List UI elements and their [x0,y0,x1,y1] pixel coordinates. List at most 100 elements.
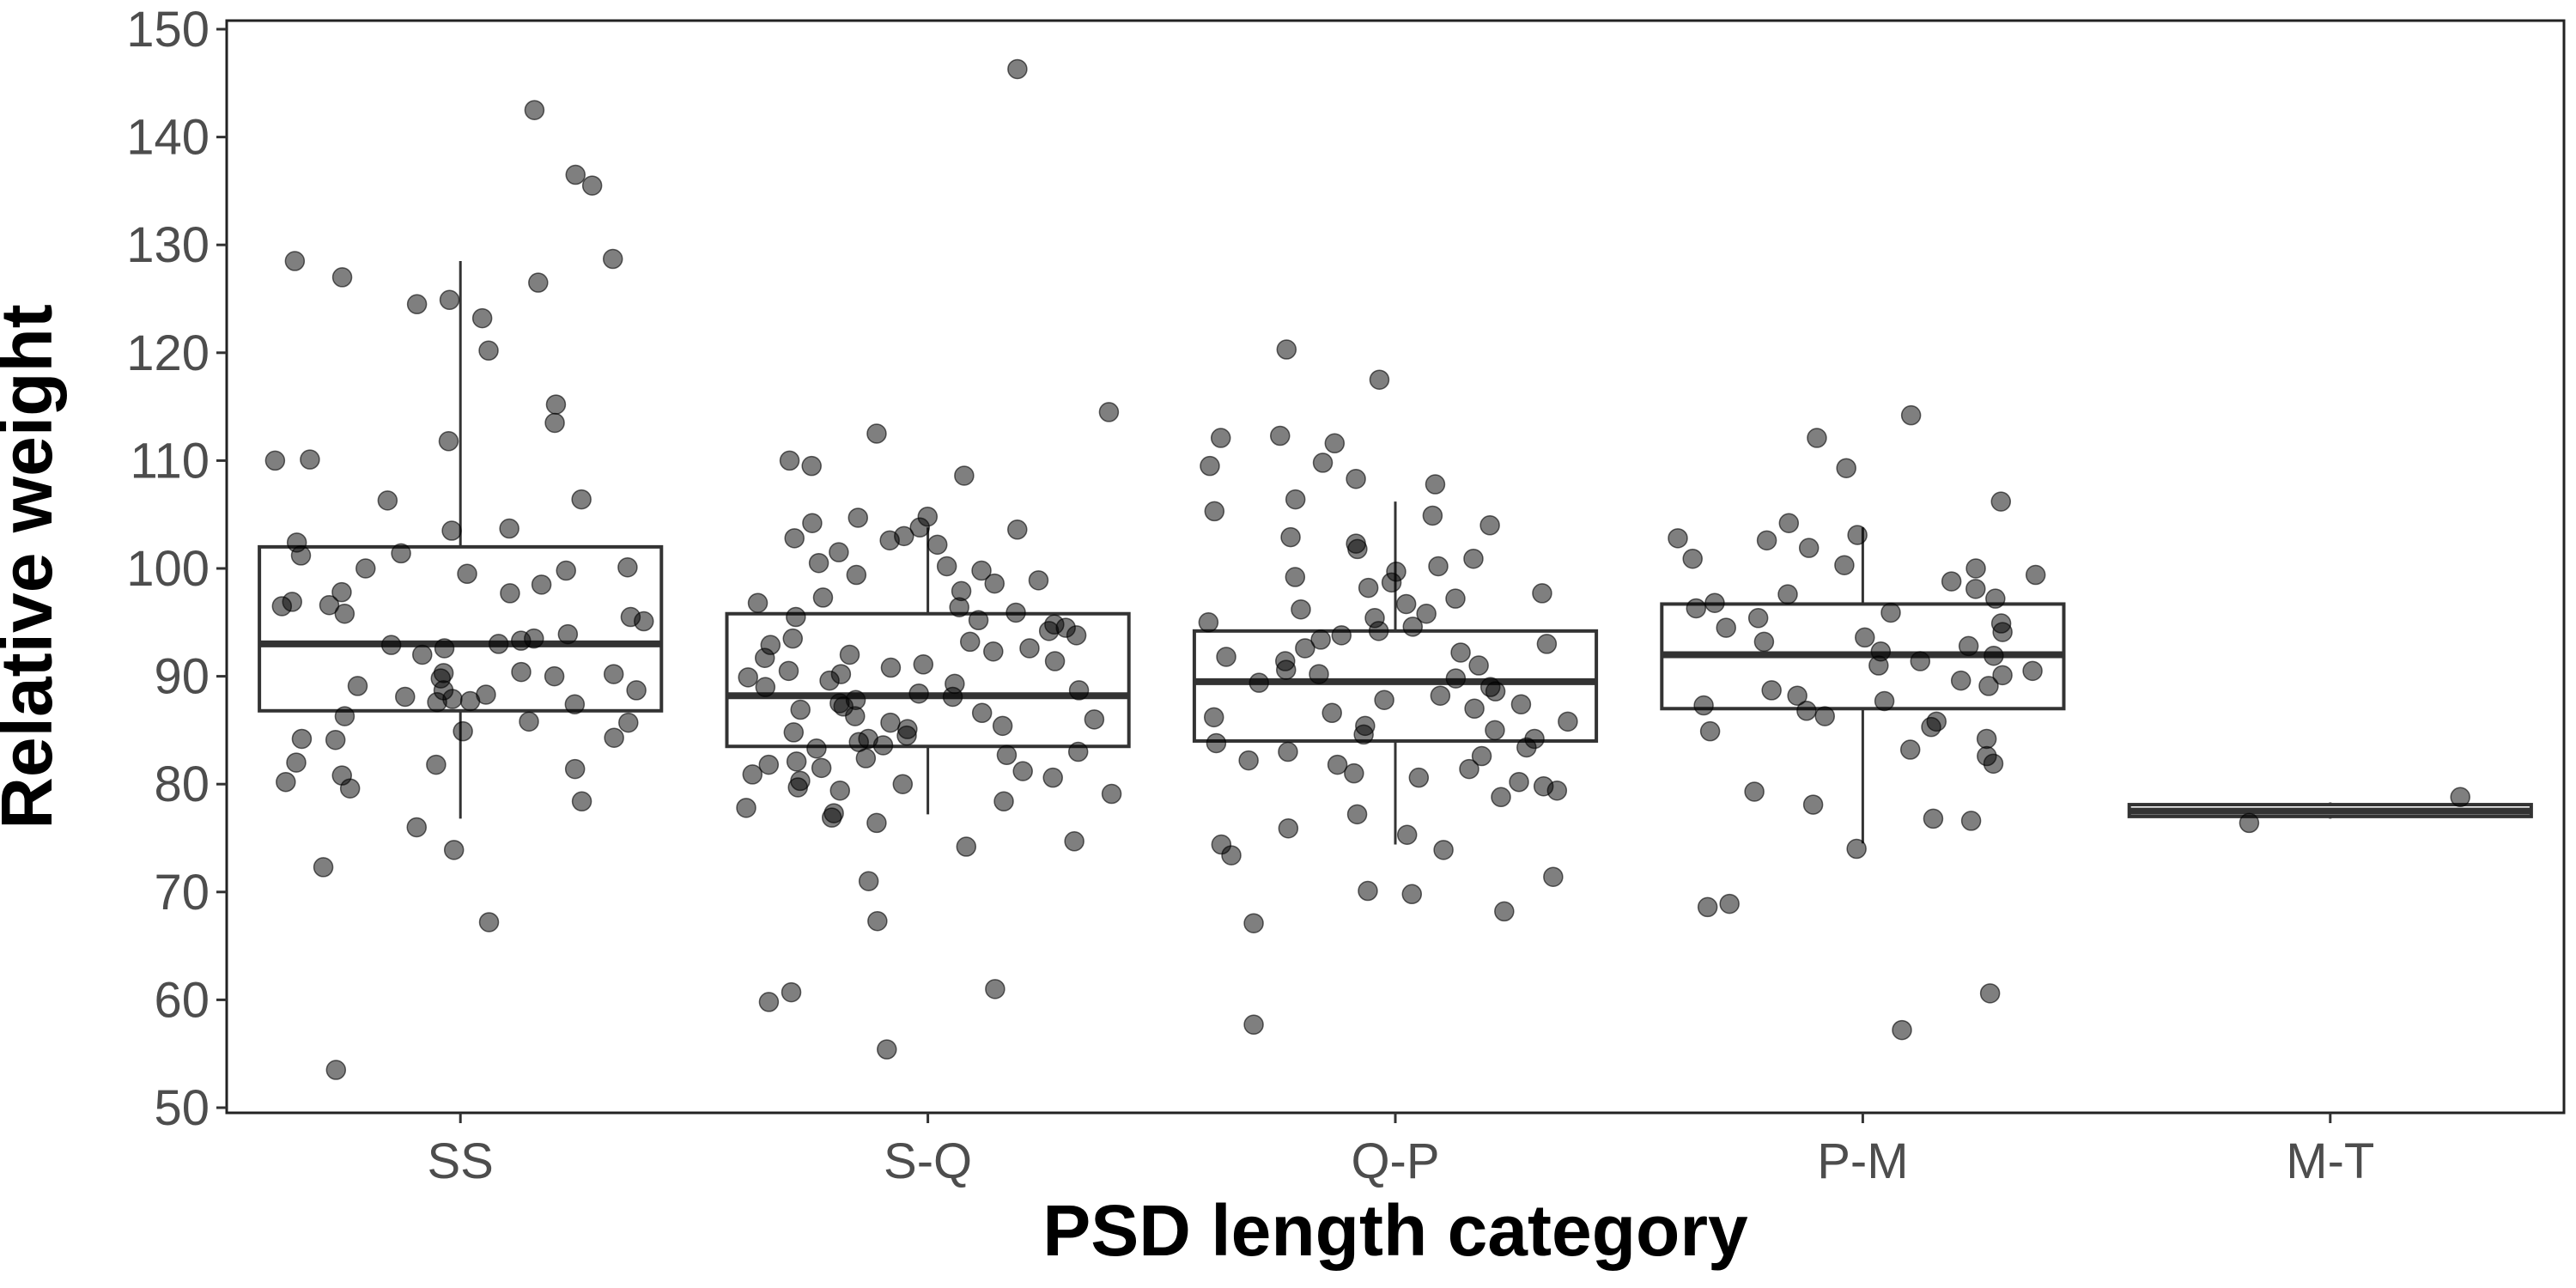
x-tick-label-S-Q: S-Q [884,1133,972,1189]
point-P-M [1716,617,1736,638]
point-Q-P [1494,901,1515,922]
point-Q-P [1243,913,1264,933]
point-Q-P [1536,634,1558,654]
point-Q-P [1278,817,1299,839]
point-SS [300,449,320,470]
point-P-M [1756,530,1777,551]
point-Q-P [1422,505,1443,526]
point-S-Q [738,667,758,688]
point-S-Q [954,465,975,486]
y-tick-label-140: 140 [126,110,210,166]
point-S-Q [747,592,769,613]
point-SS [443,840,465,860]
point-S-Q [1038,621,1060,641]
y-tick-label-110: 110 [131,433,210,489]
point-Q-P [1321,702,1342,724]
point-Q-P [1344,762,1364,784]
point-P-M [1704,592,1725,613]
point-S-Q [1098,402,1120,422]
point-S-Q [779,450,800,471]
point-S-Q [802,513,823,533]
point-S-Q [806,738,827,759]
y-tick-label-60: 60 [154,972,210,1028]
point-S-Q [1101,783,1122,805]
point-SS [406,817,428,838]
point-SS [531,574,552,595]
point-P-M [2022,660,2043,682]
point-P-M [1747,608,1769,629]
point-SS [556,560,576,581]
point-S-Q [880,712,901,733]
point-SS [313,857,334,878]
point-Q-P [1309,664,1329,684]
point-S-Q [848,507,869,528]
point-S-Q [1067,741,1089,762]
point-P-M [1847,525,1868,545]
point-Q-P [1249,672,1269,693]
y-tick-label-100: 100 [126,541,210,597]
point-P-M [1744,781,1765,802]
point-Q-P [1280,526,1301,548]
point-P-M [1807,428,1827,448]
point-Q-P [1374,690,1394,710]
point-Q-P [1433,840,1454,860]
x-tick-label-SS: SS [428,1133,494,1189]
point-P-M [1761,680,1782,701]
point-P-M [1796,701,1817,721]
point-Q-P [1210,428,1231,448]
point-SS [478,912,500,933]
point-S-Q [1028,570,1049,591]
point-S-Q [992,715,1013,737]
point-Q-P [1459,758,1479,780]
point-SS [511,661,532,683]
point-Q-P [1331,625,1352,646]
point-S-Q [754,647,775,668]
point-SS [511,630,532,651]
point-Q-P [1203,707,1224,728]
point-Q-P [1395,593,1417,615]
point-S-Q [812,587,834,608]
point-P-M [1979,983,2001,1004]
point-S-Q [1005,602,1026,623]
point-SS [290,545,312,566]
point-SS [564,758,586,780]
point-SS [426,754,447,775]
point-SS [355,558,376,579]
point-SS [459,690,481,712]
point-SS [427,691,447,713]
point-SS [524,100,545,120]
point-S-Q [786,606,806,628]
point-SS [471,307,493,329]
point-S-Q [896,725,917,746]
point-S-Q [949,597,969,617]
point-S-Q [866,423,887,444]
point-P-M [2025,564,2046,586]
point-Q-P [1402,617,1424,637]
y-tick-label-80: 80 [154,756,210,812]
point-Q-P [1347,538,1368,560]
point-Q-P [1430,685,1451,706]
point-SS [488,634,509,654]
point-S-Q [984,573,1005,594]
point-SS [519,711,539,732]
point-Q-P [1278,741,1298,762]
point-SS [564,694,586,715]
point-SS [380,635,402,655]
point-Q-P [1401,884,1423,905]
point-Q-P [1450,642,1471,663]
point-SS [347,676,368,696]
point-SS [545,394,567,415]
y-tick-label-90: 90 [154,649,210,705]
point-P-M [1777,584,1798,605]
point-P-M [1719,893,1740,914]
point-SS [500,583,520,604]
x-tick-label-P-M: P-M [1817,1133,1908,1189]
point-P-M [1900,404,1922,426]
point-Q-P [1312,453,1334,473]
point-S-Q [927,534,948,556]
point-S-Q [782,628,804,649]
point-S-Q [801,455,822,477]
point-Q-P [1285,567,1306,587]
point-Q-P [1243,1014,1264,1036]
point-P-M [1778,513,1800,533]
